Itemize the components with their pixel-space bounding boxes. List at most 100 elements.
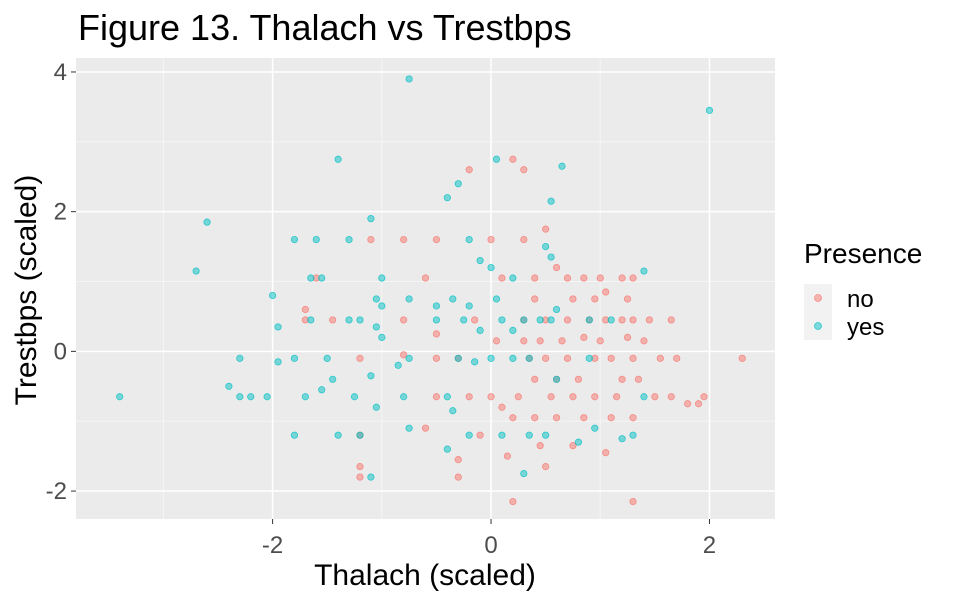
data-point-no (536, 337, 544, 345)
data-point-yes (372, 323, 380, 331)
data-point-no (618, 316, 626, 324)
data-point-yes (394, 361, 402, 369)
data-point-no (421, 274, 430, 282)
data-point-no (514, 393, 522, 401)
data-point-yes (552, 375, 561, 383)
legend-marker-yes (814, 322, 822, 330)
data-point-no (432, 330, 441, 338)
data-point-yes (405, 424, 413, 432)
data-point-no (301, 305, 309, 314)
data-point-no (542, 463, 550, 471)
data-point-yes (465, 302, 473, 310)
data-point-yes (585, 354, 593, 362)
major-grid (76, 58, 775, 519)
data-point-yes (640, 267, 648, 275)
data-point-no (509, 155, 517, 163)
data-point-no (498, 403, 506, 411)
data-point-yes (705, 106, 714, 114)
data-point-no (503, 452, 512, 460)
data-point-yes (378, 302, 386, 310)
data-point-no (684, 400, 692, 408)
data-point-no (563, 274, 572, 282)
data-point-yes (318, 274, 326, 282)
x-tick-label: -2 (262, 532, 283, 559)
data-point-yes (323, 354, 331, 362)
data-point-yes (520, 469, 528, 478)
data-point-no (574, 375, 583, 383)
data-point-yes (263, 393, 271, 401)
data-point-no (520, 236, 528, 244)
data-point-no (400, 351, 408, 359)
data-point-no (454, 473, 462, 481)
legend-title: Presence (804, 238, 922, 269)
data-point-yes (405, 295, 413, 303)
data-point-no (580, 274, 588, 282)
data-point-no (569, 442, 577, 450)
data-point-yes (301, 393, 309, 401)
data-point-yes (525, 354, 533, 362)
data-point-yes (356, 431, 364, 439)
data-point-yes (449, 407, 457, 415)
data-point-yes (405, 75, 413, 83)
y-axis-title: Trestbps (scaled) (10, 175, 43, 406)
data-point-no (454, 456, 462, 464)
data-point-no (487, 393, 495, 401)
data-point-no (656, 354, 664, 362)
data-point-yes (192, 267, 200, 275)
data-point-yes (542, 242, 550, 251)
y-axis: -2 0 2 4 (46, 59, 76, 505)
legend-label-yes: yes (847, 314, 884, 341)
data-point-yes (372, 403, 380, 411)
legend-label-no: no (847, 286, 874, 313)
data-point-yes (498, 316, 506, 324)
data-point-no (329, 316, 337, 324)
data-point-no (552, 414, 561, 422)
data-point-no (667, 393, 675, 401)
data-point-no (400, 316, 408, 324)
chart-title: Figure 13. Thalach vs Trestbps (78, 7, 572, 48)
data-point-no (694, 400, 703, 408)
data-point-no (580, 333, 588, 341)
data-point-yes (547, 253, 555, 261)
data-point-no (602, 288, 610, 296)
data-point-no (700, 393, 708, 401)
data-point-no (509, 497, 517, 506)
data-point-no (591, 295, 599, 303)
data-point-yes (274, 323, 282, 331)
data-point-yes (476, 326, 484, 335)
data-point-yes (509, 274, 517, 282)
data-point-yes (236, 354, 244, 362)
data-point-no (531, 295, 539, 303)
y-tick-label: -2 (46, 478, 67, 505)
data-point-yes (607, 316, 615, 324)
data-point-no (738, 354, 746, 362)
data-point-no (520, 166, 528, 174)
data-point-yes (465, 431, 473, 439)
data-point-yes (290, 354, 299, 362)
data-point-yes (290, 431, 299, 439)
data-point-yes (378, 274, 386, 282)
data-point-no (607, 354, 615, 362)
data-point-no (596, 337, 604, 345)
data-point-yes (268, 291, 277, 300)
data-point-yes (307, 316, 315, 324)
data-point-no (542, 225, 550, 233)
x-axis: -2 0 2 (262, 519, 716, 559)
data-point-no (531, 414, 539, 422)
data-point-no (465, 393, 473, 401)
data-point-yes (274, 358, 282, 366)
data-point-yes (225, 382, 233, 390)
data-point-no (640, 337, 648, 345)
data-point-no (536, 442, 544, 450)
data-point-yes (432, 316, 441, 324)
data-point-yes (312, 236, 320, 244)
data-point-yes (520, 316, 528, 324)
data-point-yes (629, 431, 637, 439)
data-point-yes (471, 358, 479, 366)
data-point-no (596, 274, 604, 282)
data-point-yes (329, 375, 337, 383)
data-point-yes (400, 393, 408, 401)
data-point-yes (525, 431, 533, 439)
